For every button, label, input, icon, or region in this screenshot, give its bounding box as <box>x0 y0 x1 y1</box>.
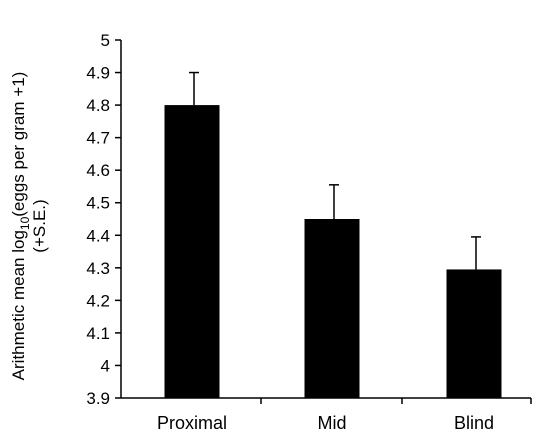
y-tick-label: 3.9 <box>86 389 110 408</box>
y-axis-label-subscript: 10 <box>18 216 32 230</box>
y-tick-label: 4.7 <box>86 129 110 148</box>
y-tick-label: 4.4 <box>86 226 110 245</box>
y-axis-label-prefix: Arithmetic mean log <box>9 230 28 380</box>
y-tick-label: 4 <box>101 356 110 375</box>
y-axis-label-line1: Arithmetic mean log10(eggs per gram +1) <box>9 72 32 381</box>
y-axis-label-suffix: (eggs per gram +1) <box>9 72 28 217</box>
bar-proximal <box>164 105 220 398</box>
y-axis-label: Arithmetic mean log10(eggs per gram +1) … <box>9 72 49 381</box>
x-category-label: Blind <box>454 413 494 433</box>
y-tick-label: 4.6 <box>86 161 110 180</box>
bar-mid <box>304 219 360 398</box>
y-axis: 3.9 4 4.1 4.2 4.3 4.4 4.5 4.6 4.7 4.8 4.9 5 <box>86 31 122 408</box>
y-tick-label: 4.2 <box>86 291 110 310</box>
y-tick-label: 4.8 <box>86 96 110 115</box>
bars <box>164 71 502 398</box>
x-axis: Proximal Mid Blind <box>121 397 532 433</box>
y-axis-label-line2: (+S.E.) <box>30 199 49 252</box>
x-category-label: Proximal <box>157 413 227 433</box>
y-tick-label: 5 <box>101 31 110 50</box>
y-tick-label: 4.1 <box>86 324 110 343</box>
y-tick-label: 4.3 <box>86 259 110 278</box>
bar-blind <box>446 269 502 398</box>
y-tick-label: 4.5 <box>86 194 110 213</box>
x-category-label: Mid <box>317 413 346 433</box>
y-tick-label: 4.9 <box>86 64 110 83</box>
